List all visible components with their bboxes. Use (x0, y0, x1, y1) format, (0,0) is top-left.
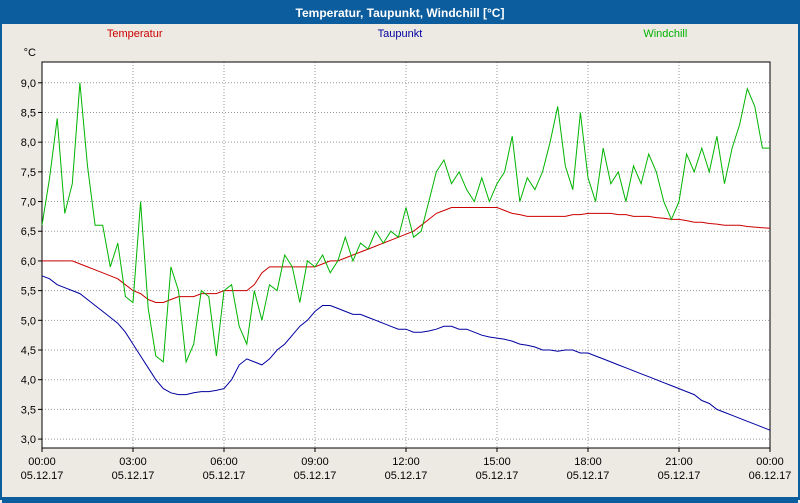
x-tick-time-label: 21:00 (665, 456, 693, 468)
y-tick-label: 6,0 (21, 256, 36, 268)
y-tick-label: 3,0 (21, 434, 36, 446)
y-tick-label: 5,0 (21, 315, 36, 327)
legend-item-windchill: Windchill (643, 28, 688, 40)
chart-title-bar: Temperatur, Taupunkt, Windchill [°C] (2, 2, 798, 24)
window-bottom-strip (2, 497, 798, 503)
x-tick-date-label: 05.12.17 (294, 470, 337, 482)
y-axis-unit-label: °C (24, 47, 36, 59)
x-tick-time-label: 06:00 (210, 456, 238, 468)
x-tick-date-label: 06.12.17 (749, 470, 792, 482)
x-tick-date-label: 05.12.17 (567, 470, 610, 482)
y-tick-label: 6,5 (21, 226, 36, 238)
series-line-taupunkt (41, 275, 771, 431)
x-tick-date-label: 05.12.17 (203, 470, 246, 482)
y-tick-label: 5,5 (21, 286, 36, 298)
x-tick-time-label: 09:00 (301, 456, 329, 468)
x-tick-date-label: 05.12.17 (112, 470, 155, 482)
x-tick-time-label: 12:00 (392, 456, 420, 468)
series-line-temperatur (42, 207, 771, 303)
y-tick-label: 7,5 (21, 167, 36, 179)
x-tick-date-label: 05.12.17 (21, 470, 64, 482)
legend-item-taupunkt: Taupunkt (377, 28, 423, 40)
plot-border (41, 61, 771, 449)
x-tick-date-label: 05.12.17 (476, 470, 519, 482)
x-tick-time-label: 00:00 (28, 456, 56, 468)
y-tick-label: 4,5 (21, 345, 36, 357)
legend-item-temperatur: Temperatur (106, 28, 163, 40)
y-tick-label: 9,0 (21, 78, 36, 90)
x-tick-time-label: 00:00 (756, 456, 784, 468)
y-tick-label: 8,5 (21, 107, 36, 119)
y-tick-label: 7,0 (21, 197, 36, 209)
series-line-windchill (41, 82, 770, 364)
x-tick-time-label: 15:00 (483, 456, 511, 468)
y-tick-label: 4,0 (21, 375, 36, 387)
x-tick-time-label: 03:00 (119, 456, 147, 468)
chart-title: Temperatur, Taupunkt, Windchill [°C] (295, 6, 505, 20)
chart-legend: Temperatur Taupunkt Windchill (2, 24, 798, 44)
chart-plot: 3,0 3,5 4,0 4,5 5,0 5,5 6,0 6,5 7,0 7,5 8,0 8,5 9,0 0… (21, 47, 792, 482)
y-tick-label: 3,5 (21, 404, 36, 416)
x-tick-date-label: 05.12.17 (658, 470, 701, 482)
x-tick-time-label: 18:00 (574, 456, 602, 468)
x-tick-date-label: 05.12.17 (385, 470, 428, 482)
y-tick-label: 8,0 (21, 137, 36, 149)
